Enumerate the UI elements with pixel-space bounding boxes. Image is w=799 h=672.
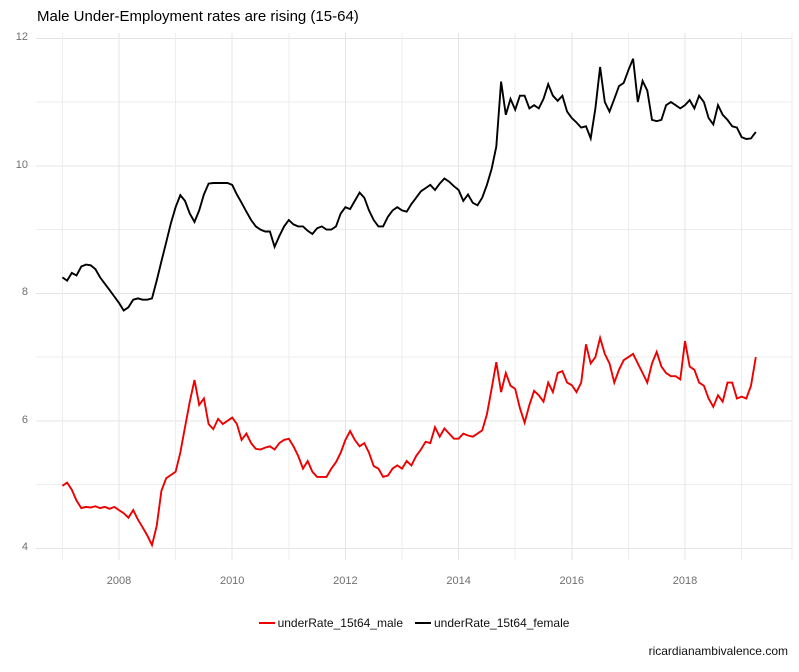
series-line-male: [61, 334, 757, 548]
y-tick-label: 10: [15, 158, 28, 171]
y-tick-label: 6: [21, 413, 28, 426]
y-tick-label: 12: [15, 31, 28, 44]
y-tick-label: 8: [21, 286, 28, 299]
legend-label-female: underRate_15t64_female: [434, 616, 570, 630]
x-tick-label: 2014: [446, 575, 471, 587]
legend-label-male: underRate_15t64_male: [277, 616, 403, 630]
legend-item-male: underRate_15t64_male: [258, 616, 403, 630]
x-tick-label: 2018: [672, 575, 698, 587]
legend-key-male-line: [258, 622, 275, 624]
legend-key-female-line: [415, 622, 431, 624]
chart-title: Male Under-Employment rates are rising (…: [37, 8, 359, 25]
caption: ricardianambivalence.com: [648, 644, 788, 658]
legend: underRate_15t64_male underRate_15t64_fem…: [36, 616, 792, 630]
x-tick-label: 2010: [219, 575, 245, 587]
x-tick-label: 2016: [559, 575, 585, 587]
x-tick-label: 2008: [106, 575, 132, 587]
y-tick-label: 4: [21, 541, 28, 554]
legend-item-female: underRate_15t64_female: [415, 616, 569, 630]
series-line-female: [61, 58, 757, 312]
x-tick-label: 2012: [333, 575, 358, 587]
